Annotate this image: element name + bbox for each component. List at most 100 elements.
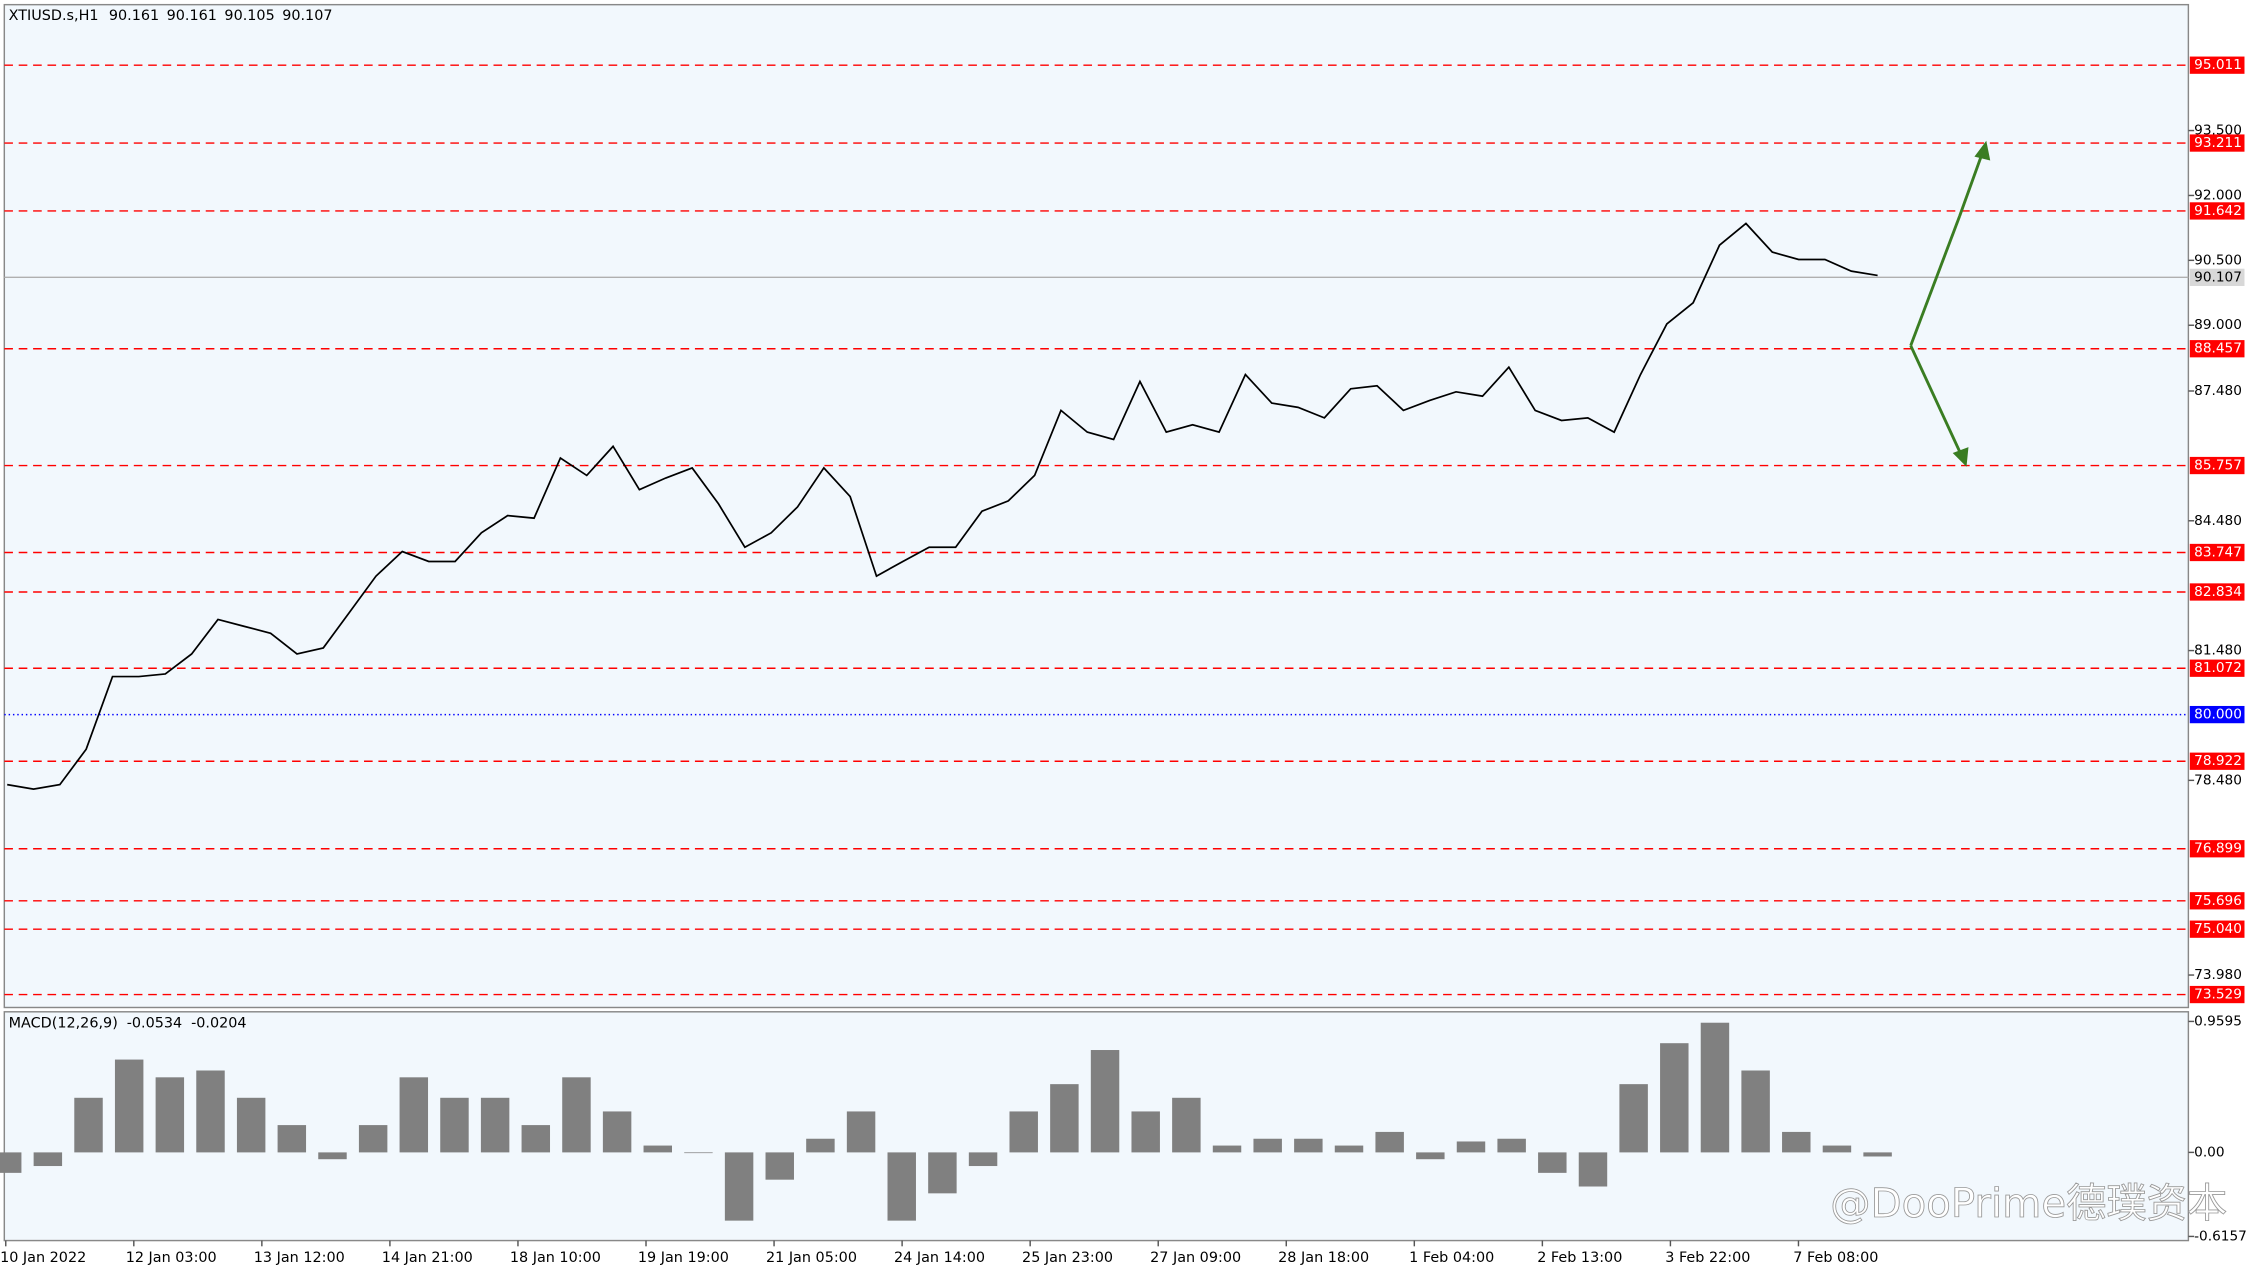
arrow — [1909, 215, 1961, 347]
x-tick-label: 1 Feb 04:00 — [1409, 1250, 1494, 1266]
y-tick-label: 80.000 — [2194, 707, 2242, 723]
y-tick-label: 0.9595 — [2194, 1013, 2242, 1029]
arrow-head — [1974, 140, 1991, 161]
macd-bar — [1131, 1111, 1160, 1153]
macd-bar — [277, 1125, 307, 1153]
x-tick-label: 21 Jan 05:00 — [766, 1250, 857, 1266]
symbol: XTIUSD.s,H1 — [9, 8, 99, 24]
macd-bar — [236, 1097, 266, 1153]
macd-reading: -0.0204 — [191, 1015, 246, 1031]
arrow — [1909, 345, 1966, 462]
x-tick-label: 12 Jan 03:00 — [126, 1250, 217, 1266]
macd-bar — [318, 1152, 347, 1160]
macd-bar — [806, 1138, 835, 1153]
price-label-box — [2189, 202, 2245, 220]
macd-bar — [1334, 1145, 1364, 1153]
price-label-box — [2189, 134, 2245, 152]
x-tick-label: 2 Feb 13:00 — [1537, 1250, 1622, 1266]
macd-bar — [1782, 1131, 1811, 1153]
y-tick-label: 95.011 — [2194, 57, 2242, 73]
macd-bar — [114, 1059, 144, 1153]
macd-header: MACD(12,26,9) -0.0534 -0.0204 — [9, 1015, 247, 1031]
x-tick-label: 27 Jan 09:00 — [1150, 1250, 1241, 1266]
macd-bar — [968, 1152, 998, 1167]
high: 90.161 — [167, 8, 217, 24]
y-tick-label: 76.899 — [2194, 841, 2242, 857]
y-tick-label: 90.500 — [2194, 252, 2242, 268]
main-panel — [3, 3, 2190, 1009]
macd-bar — [1212, 1145, 1242, 1153]
macd-bar — [33, 1152, 63, 1167]
macd-bar — [1741, 1070, 1770, 1153]
macd-bar — [521, 1125, 551, 1153]
y-tick-label: 83.747 — [2194, 544, 2242, 560]
x-tick-label: 28 Jan 18:00 — [1278, 1250, 1369, 1266]
x-tick-label: 25 Jan 23:00 — [1022, 1250, 1113, 1266]
price-label-box — [2189, 543, 2245, 562]
plot-layer: 93.50092.00090.50089.00087.48084.48081.4… — [0, 56, 2247, 1266]
macd-bar — [887, 1152, 916, 1221]
macd-bar — [928, 1152, 957, 1194]
price-label-box — [2189, 892, 2245, 910]
y-tick-label: 87.480 — [2194, 383, 2242, 399]
price-label-box — [2189, 659, 2245, 677]
macd-bar — [1172, 1097, 1201, 1153]
macd-bar — [1375, 1131, 1404, 1153]
y-tick-label: 91.642 — [2194, 203, 2242, 219]
open: 90.161 — [109, 8, 159, 24]
y-tick-label: 89.000 — [2194, 317, 2242, 333]
low: 90.105 — [224, 8, 274, 24]
macd-bar — [602, 1111, 632, 1153]
price-label-box — [2189, 583, 2245, 601]
macd-bar — [196, 1070, 225, 1153]
macd-bar — [1578, 1152, 1608, 1187]
y-tick-label: -0.6157 — [2194, 1228, 2247, 1244]
price-label-box — [2189, 56, 2245, 74]
y-tick-label: 81.480 — [2194, 643, 2242, 659]
macd-bar — [1538, 1152, 1567, 1173]
x-tick-label: 3 Feb 22:00 — [1665, 1250, 1750, 1266]
macd-bar — [399, 1077, 429, 1153]
y-tick-label: 75.040 — [2194, 921, 2242, 937]
x-tick-label: 14 Jan 21:00 — [382, 1250, 473, 1266]
y-tick-label: 82.834 — [2194, 584, 2242, 600]
header: XTIUSD.s,H1 90.161 90.161 90.105 90.107 — [9, 8, 333, 24]
macd-bar — [74, 1097, 103, 1153]
macd-bar — [1009, 1111, 1038, 1153]
watermark: @DooPrime德璞资本 — [1830, 1181, 2227, 1227]
x-tick-label: 10 Jan 2022 — [0, 1250, 86, 1266]
x-tick-label: 13 Jan 12:00 — [254, 1250, 345, 1266]
y-tick-label: 0.00 — [2194, 1144, 2224, 1160]
y-tick-label: 84.480 — [2194, 513, 2242, 529]
y-tick-label: 75.696 — [2194, 893, 2242, 909]
y-tick-label: 88.457 — [2194, 341, 2242, 357]
macd-bar — [1090, 1050, 1120, 1153]
macd-bar — [643, 1145, 673, 1153]
y-tick-label: 90.107 — [2194, 269, 2242, 285]
macd-bar — [684, 1152, 713, 1154]
macd-bar — [1050, 1084, 1079, 1153]
macd-bar — [1619, 1084, 1648, 1153]
macd-bar — [155, 1077, 185, 1153]
macd-name: MACD(12,26,9) — [9, 1015, 118, 1031]
x-tick-label: 19 Jan 19:00 — [638, 1250, 729, 1266]
macd-bar — [1700, 1022, 1730, 1153]
macd-bar — [1822, 1145, 1852, 1153]
macd-bar — [562, 1077, 591, 1153]
y-tick-label: 73.529 — [2194, 987, 2242, 1003]
macd-bar — [480, 1097, 510, 1153]
macd-bar — [1497, 1138, 1526, 1153]
macd-bar — [1863, 1152, 1892, 1157]
macd-bar — [1253, 1138, 1282, 1153]
price-label-box — [2189, 752, 2245, 770]
price-label-box — [2189, 920, 2245, 938]
y-tick-label: 85.757 — [2194, 458, 2242, 474]
price-line — [7, 222, 1878, 790]
macd-bar — [1416, 1152, 1445, 1160]
y-tick-label: 81.072 — [2194, 660, 2242, 676]
macd-bar — [0, 1152, 22, 1173]
macd-bar — [765, 1152, 794, 1180]
price-label-box — [2189, 840, 2245, 858]
price-label-box — [2189, 985, 2245, 1004]
